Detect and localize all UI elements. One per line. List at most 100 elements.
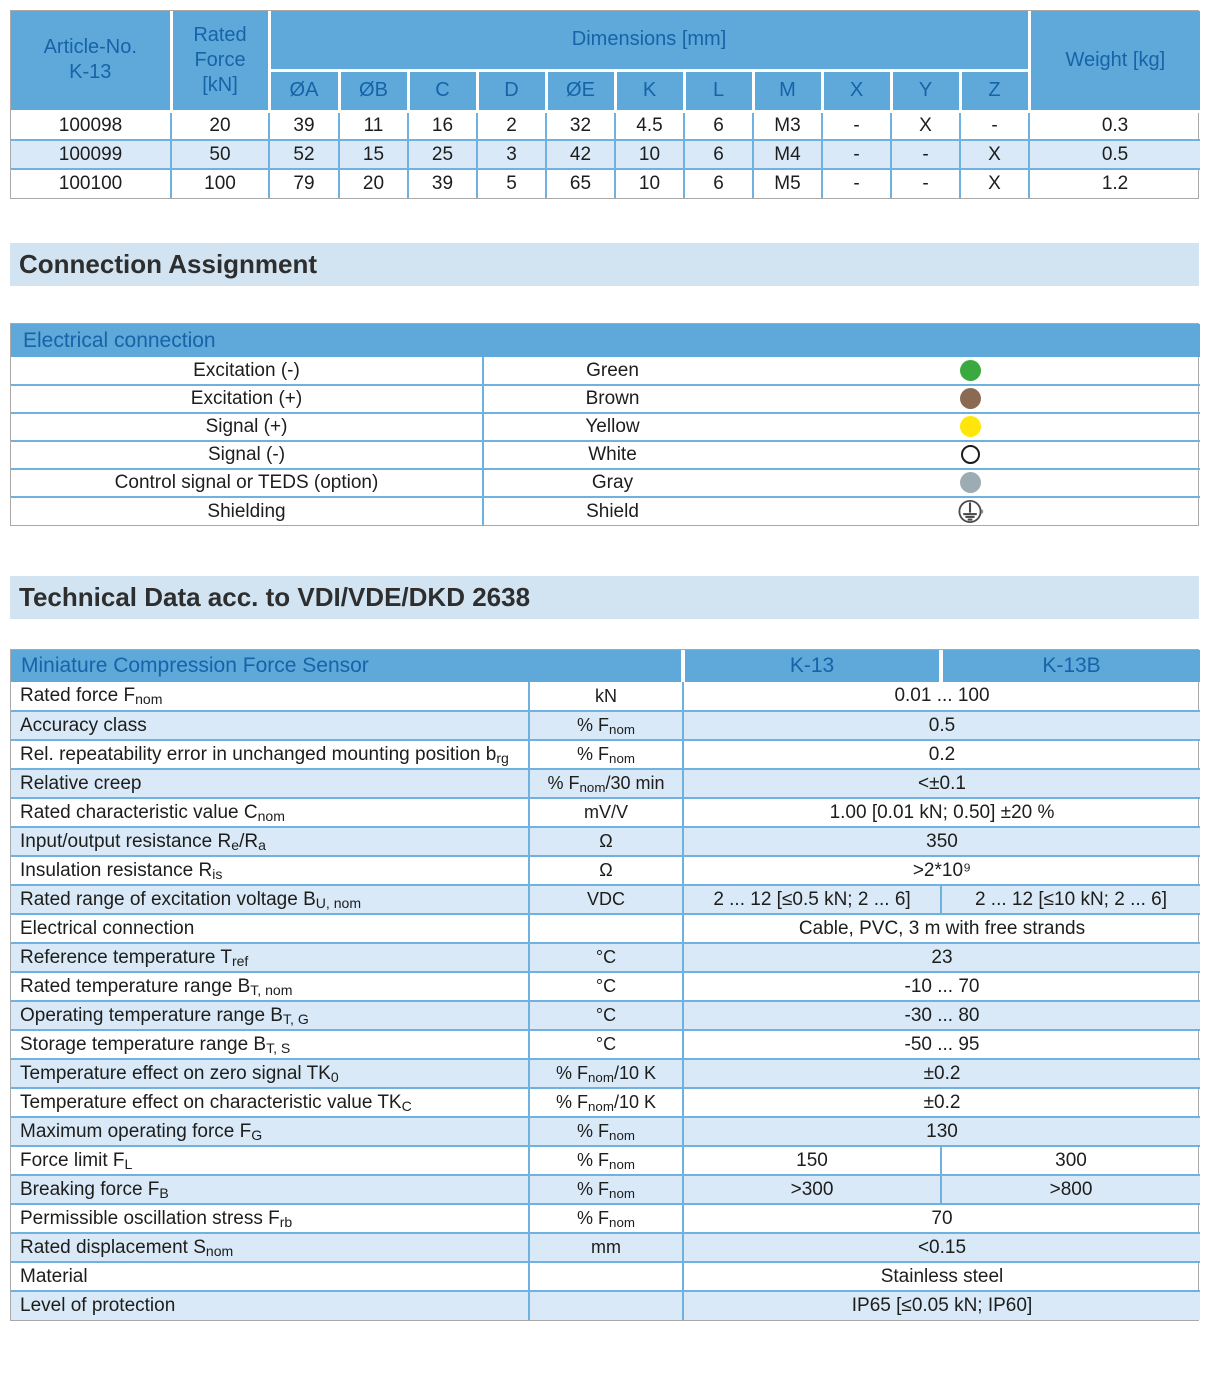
column-header-k13b: K-13B [941, 650, 1200, 682]
tech-row: Storage temperature range BT, S °C -50 ...… [11, 1029, 1200, 1059]
dim-value-cell: M5 [753, 168, 823, 198]
unit-cell: % Fnom [529, 1174, 684, 1204]
value-cell: Cable, PVC, 3 m with free strands [683, 913, 1200, 943]
yellow-wire-dot [960, 416, 981, 438]
value-cell: -50 ... 95 [683, 1029, 1200, 1059]
dim-value-cell: 0.3 [1101, 114, 1129, 136]
dim-value-cell: 20 [339, 168, 409, 198]
dim-col-header: L [682, 68, 755, 113]
tech-row: Input/output resistance Re/Ra Ω 350 [11, 826, 1200, 856]
unit-cell: % Fnom [529, 1145, 684, 1175]
dims-subheader-row: ØA ØB C D ØE K L M X Y Z [11, 68, 1200, 113]
tech-row: Electrical connection Cable, PVC, 3 m wit… [11, 913, 1200, 943]
parameter-name: Material [11, 1261, 530, 1291]
unit-cell: % Fnom/30 min [529, 768, 684, 798]
wire-color-name: Green [586, 359, 639, 381]
value-cell-k13b: 300 [941, 1145, 1200, 1175]
dim-value-cell: - [960, 111, 1031, 140]
value-cell: IP65 [≤0.05 kN; IP60] [683, 1290, 1200, 1320]
dim-value-cell: M3 [753, 111, 823, 140]
wire-color-cell [741, 384, 1200, 413]
value-cell: >2*10⁹ [683, 855, 1200, 885]
parameter-name: Accuracy class [11, 710, 530, 740]
connection-label: Shielding [11, 496, 484, 525]
value-cell: -30 ... 80 [683, 1000, 1200, 1030]
dim-value-cell: X [960, 168, 1031, 198]
value-cell: <±0.1 [683, 768, 1200, 798]
tech-row: Accuracy class% Fnom 0.5 [11, 710, 1200, 740]
parameter-name: Temperature effect on characteristic val… [11, 1087, 530, 1117]
wire-color-name: Shield [483, 496, 741, 525]
unit-cell: °C [529, 971, 684, 1001]
connection-label: Signal (-) [11, 440, 484, 469]
technical-data-table: Miniature Compression Force Sensor K-13 … [11, 650, 1200, 1320]
value-cell: 350 [683, 826, 1200, 856]
value-cell: ±0.2 [683, 1087, 1200, 1117]
column-header-k13: K-13 [683, 650, 943, 682]
dim-value-cell: 50 [171, 139, 270, 169]
parameter-name: Reference temperature Tref [11, 942, 530, 972]
parameter-name: Rated temperature range BT, nom [11, 971, 530, 1001]
parameter-name: Relative creep [11, 768, 530, 798]
tech-row: Reference temperature Tref °C 23 [11, 942, 1200, 972]
unit-cell: °C [529, 942, 684, 972]
dims-tbody: 100098 20 39 11 16 2 32 4.5 6 M3- X -0.3 100099 50 52 1… [11, 111, 1201, 198]
article-no-header: Article-No. K-13 [11, 11, 173, 113]
value-cell-k13: >300 [683, 1174, 942, 1204]
connection-assignment-heading: Connection Assignment [10, 243, 1199, 286]
unit-cell [529, 913, 684, 943]
elec-tbody: Excitation (-) Green Excitation (+) Brown Si… [11, 357, 1200, 525]
wire-color-cell [741, 357, 1200, 385]
gray-wire-dot [960, 472, 981, 494]
dim-value-cell: 4.5 [615, 111, 685, 140]
dim-col-header: K [613, 68, 686, 113]
dim-value-cell: 25 [408, 139, 478, 169]
unit-cell [529, 1261, 684, 1291]
unit-cell: % Fnom/10 K [529, 1058, 684, 1088]
tech-row: Insulation resistance Ris Ω >2*10⁹ [11, 855, 1200, 885]
dim-value-cell: 1.2 [1029, 168, 1201, 198]
value-cell: 130 [683, 1116, 1200, 1146]
parameter-name: Rated range of excitation voltage BU, no… [11, 884, 530, 914]
dim-value-cell: 65 [546, 168, 616, 198]
elec-row: Signal (+) Yellow [11, 412, 1200, 441]
tech-row: Temperature effect on zero signal TK0% F… [11, 1058, 1200, 1088]
dim-col-header: D [475, 68, 548, 113]
rated-force-header: Rated Force [kN] [169, 11, 271, 113]
parameter-name: Insulation resistance Ris [11, 855, 530, 885]
dimensions-group-header: Dimensions [mm] [267, 11, 1031, 72]
tech-row: Force limit FL% Fnom 150 300 [11, 1145, 1200, 1175]
dim-col-header: C [406, 68, 479, 113]
dim-value-cell: - [822, 111, 892, 140]
tech-row: Permissible oscillation stress Frb% Fnom… [11, 1203, 1200, 1233]
tech-row: Rated characteristic value Cnom mV/V 1.00 … [11, 797, 1200, 827]
dim-value-cell: 11 [339, 111, 409, 140]
connection-label: Signal (+) [11, 412, 484, 441]
green-wire-dot [960, 359, 981, 381]
parameter-name: Force limit FL [11, 1145, 530, 1175]
tech-row: Level of protection IP65 [≤0.05 kN; IP60] [11, 1290, 1200, 1320]
weight-header: Weight [kg] [1027, 11, 1201, 113]
dim-value-cell: 2 [477, 111, 547, 140]
wire-color-name: Brown [483, 384, 741, 413]
elec-row: Excitation (-) Green [11, 357, 1200, 385]
value-cell-k13b: 2 ... 12 [≤10 kN; 2 ... 6] [941, 884, 1200, 914]
unit-cell: % Fnom [529, 739, 684, 769]
value-cell-k13: 150 [683, 1145, 942, 1175]
unit-cell: mV/V [529, 797, 684, 827]
parameter-name: Electrical connection [11, 913, 530, 943]
tech-row: Rated temperature range BT, nom °C -10 ...… [11, 971, 1200, 1001]
tech-row: Material Stainless steel [11, 1261, 1200, 1291]
dim-value-cell: - [891, 139, 961, 169]
parameter-name: Permissible oscillation stress Frb [11, 1203, 530, 1233]
parameter-name: Rated force Fnom [11, 682, 530, 711]
parameter-name: Input/output resistance Re/Ra [11, 826, 530, 856]
dim-col-header: ØE [544, 68, 617, 113]
tech-row: Rated displacement Snom mm <0.15 [11, 1232, 1200, 1262]
elec-row: Signal (-) White [11, 440, 1200, 469]
dim-value-cell: M4 [753, 139, 823, 169]
parameter-name: Storage temperature range BT, S [11, 1029, 530, 1059]
connection-label: Control signal or TEDS (option) [11, 468, 484, 497]
tech-tbody: Rated force Fnom kN 0.01 ... 100 Accuracy c… [11, 682, 1200, 1320]
unit-cell: mm [529, 1232, 684, 1262]
